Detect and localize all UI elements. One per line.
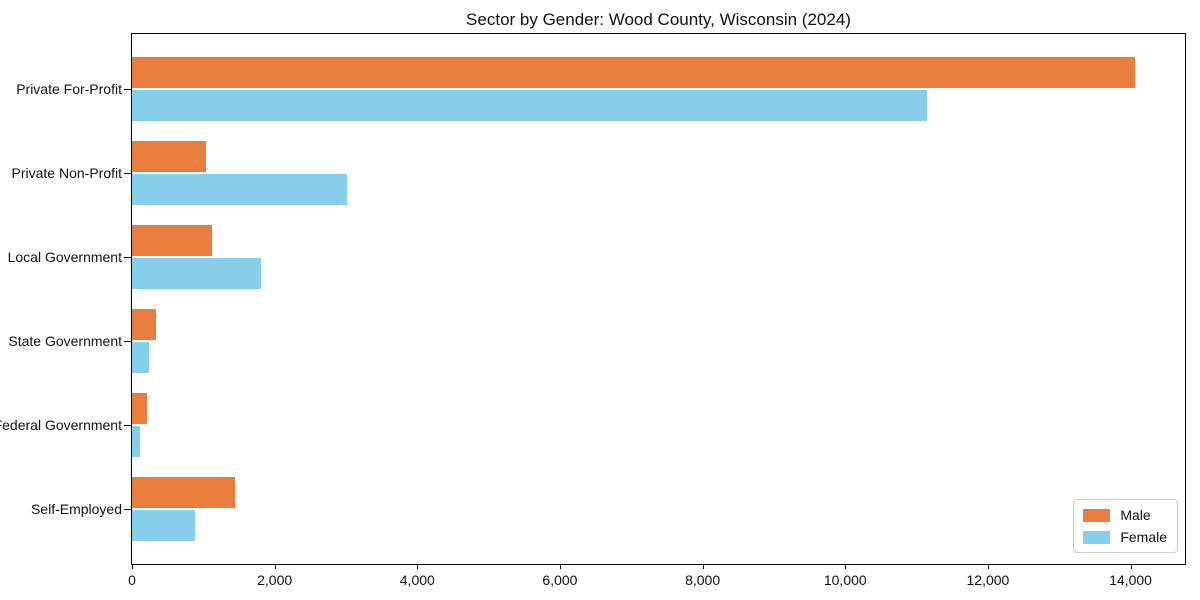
y-tick-federal-government [124, 425, 131, 426]
x-tick-8000 [702, 564, 704, 569]
x-tick-4000 [417, 564, 419, 569]
y-label-self-employed: Self-Employed [30, 501, 122, 517]
x-tick-2000 [274, 564, 276, 569]
legend-item-male: Male [1083, 507, 1167, 523]
legend: Male Female [1073, 499, 1178, 553]
x-tick-12000 [987, 564, 989, 569]
x-tick-6000 [559, 564, 561, 569]
y-tick-private-for-profit [124, 89, 131, 90]
x-label-0: 0 [128, 572, 136, 588]
legend-label-female: Female [1120, 529, 1167, 545]
x-label-10000: 10,000 [823, 572, 867, 588]
y-tick-private-non-profit [124, 173, 131, 174]
y-tick-self-employed [124, 509, 131, 510]
x-tick-0 [132, 564, 133, 569]
bar-male-private-non-profit [132, 141, 207, 172]
bar-male-federal-government [132, 393, 148, 424]
legend-swatch-female [1083, 530, 1111, 544]
chart-title: Sector by Gender: Wood County, Wisconsin… [466, 10, 851, 29]
y-label-local-government: Local Government [7, 249, 122, 265]
x-label-8000: 8,000 [685, 572, 721, 588]
x-label-4000: 4,000 [399, 572, 435, 588]
y-label-federal-government: Federal Government [0, 417, 122, 433]
y-tick-state-government [124, 341, 131, 342]
bar-male-self-employed [132, 477, 236, 508]
bar-female-private-for-profit [132, 90, 927, 121]
bar-female-private-non-profit [132, 174, 348, 205]
y-label-private-for-profit: Private For-Profit [16, 81, 122, 97]
bar-female-self-employed [132, 510, 195, 541]
bar-female-state-government [132, 342, 149, 373]
x-tick-10000 [845, 564, 847, 569]
bar-female-federal-government [132, 426, 140, 457]
y-label-state-government: State Government [8, 333, 122, 349]
legend-item-female: Female [1083, 529, 1167, 545]
y-tick-local-government [124, 257, 131, 258]
bar-female-local-government [132, 258, 261, 289]
bar-male-local-government [132, 225, 212, 256]
x-label-2000: 2,000 [257, 572, 293, 588]
bar-male-private-for-profit [132, 57, 1135, 88]
x-label-12000: 12,000 [966, 572, 1010, 588]
x-label-14000: 14,000 [1109, 572, 1152, 588]
legend-swatch-male [1083, 508, 1111, 522]
x-tick-14000 [1130, 564, 1132, 569]
bar-male-state-government [132, 309, 156, 340]
plot-area: Male Female Private For-Profit Private Non… [0, 33, 1186, 588]
x-label-6000: 6,000 [542, 572, 578, 588]
y-label-private-non-profit: Private Non-Profit [11, 165, 122, 181]
legend-label-male: Male [1120, 507, 1151, 523]
